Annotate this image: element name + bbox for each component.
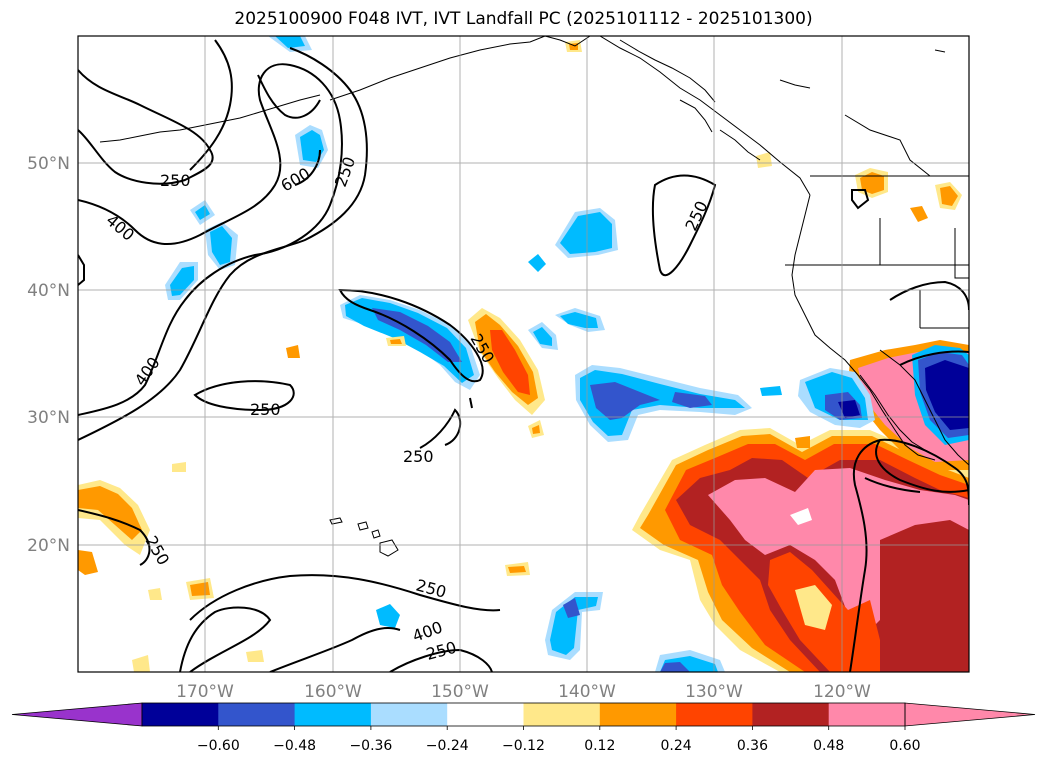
longitude-labels: 170°W 160°W 150°W 140°W 130°W 120°W	[176, 682, 871, 702]
map-title: 2025100900 F048 IVT, IVT Landfall PC (20…	[234, 9, 813, 29]
negative-anomaly-streak	[340, 295, 480, 390]
lon-label: 120°W	[813, 682, 871, 702]
graticule	[78, 36, 969, 672]
negative-anomaly-band	[575, 365, 752, 442]
colorbar-segment	[599, 703, 677, 726]
lon-label: 140°W	[558, 682, 616, 702]
colorbar-segment	[370, 703, 448, 726]
coastal-anomaly-region	[798, 340, 969, 470]
colorbar-segment	[676, 703, 753, 726]
latitude-labels: 50°N 40°N 30°N 20°N	[27, 154, 70, 556]
colorbar-tick-labels: −0.60 −0.48 −0.36 −0.24 −0.12 0.12 0.24 …	[197, 738, 921, 754]
colorbar-segment	[752, 703, 830, 726]
lat-label: 20°N	[27, 536, 70, 556]
lat-label: 40°N	[27, 281, 70, 301]
colorbar-tick-label: −0.24	[426, 738, 469, 754]
colorbar	[11, 702, 1036, 730]
colorbar-tick-label: −0.12	[502, 738, 545, 754]
coastlines	[99, 36, 969, 557]
positive-anomaly-streak	[468, 308, 545, 415]
colorbar-segment	[218, 703, 296, 726]
colorbar-segment	[828, 703, 906, 726]
colorbar-tick-label: 0.24	[661, 738, 692, 754]
lon-label: 150°W	[431, 682, 489, 702]
lat-label: 30°N	[27, 408, 70, 428]
colorbar-extend-high	[904, 702, 1036, 727]
colorbar-segment	[142, 703, 219, 726]
colorbar-tick-label: 0.12	[584, 738, 615, 754]
lat-label: 50°N	[27, 154, 70, 174]
positive-anomaly-region	[632, 428, 969, 672]
colorbar-segment	[294, 703, 372, 726]
lon-label: 160°W	[304, 682, 362, 702]
colorbar-segment	[447, 703, 524, 726]
colorbar-tick-label: 0.36	[737, 738, 768, 754]
ivt-contours	[78, 39, 969, 672]
colorbar-extend-low	[11, 702, 143, 727]
colorbar-tick-label: −0.36	[349, 738, 392, 754]
lon-label: 170°W	[176, 682, 234, 702]
lon-label: 130°W	[685, 682, 743, 702]
colorbar-tick-label: −0.60	[197, 738, 240, 754]
colorbar-tick-label: 0.48	[813, 738, 844, 754]
map-frame	[77, 35, 970, 673]
colorbar-tick-label: 0.60	[889, 738, 920, 754]
contour-label: 250	[403, 447, 434, 466]
map-content: 250 600 250 400 250 400 250 250 250 250 …	[78, 36, 969, 672]
colorbar-tick-label: −0.48	[273, 738, 316, 754]
contour-label: 250	[160, 171, 191, 190]
colorbar-segment	[523, 703, 601, 726]
contour-label: 250	[250, 400, 281, 419]
